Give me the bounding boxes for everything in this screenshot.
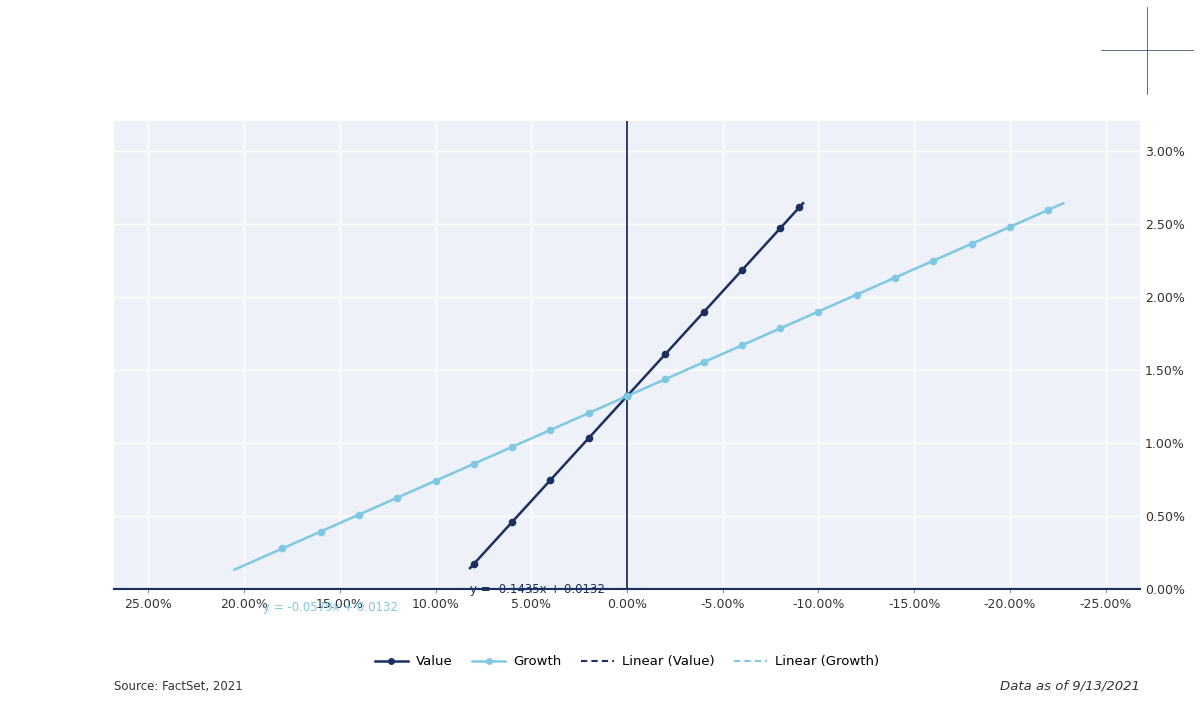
Text: LLC: LLC xyxy=(1142,52,1163,62)
Legend: Value, Growth, Linear (Value), Linear (Growth): Value, Growth, Linear (Value), Linear (G… xyxy=(370,650,884,673)
Text: y = -0.0579x + 0.0132: y = -0.0579x + 0.0132 xyxy=(263,600,398,614)
Text: ST: ST xyxy=(1072,15,1093,30)
Text: Source: FactSet, 2021: Source: FactSet, 2021 xyxy=(114,680,242,693)
Text: ORTH: ORTH xyxy=(1014,15,1067,30)
Text: R: R xyxy=(1098,15,1110,30)
Text: N: N xyxy=(1002,14,1016,32)
Text: y = -0.1435x + 0.0132: y = -0.1435x + 0.0132 xyxy=(470,583,605,595)
Text: Advisory Group: Advisory Group xyxy=(1002,52,1087,62)
Text: Valuation and Treasuries Relationship (% Change from Base P/E): Valuation and Treasuries Relationship (%… xyxy=(18,57,710,77)
Polygon shape xyxy=(1102,6,1193,94)
Text: Data as of 9/13/2021: Data as of 9/13/2021 xyxy=(1000,680,1140,693)
